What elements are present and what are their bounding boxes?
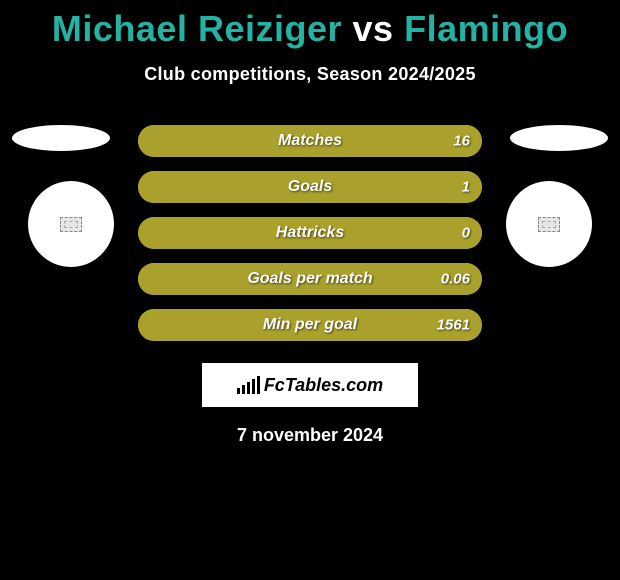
stat-label: Min per goal [263,316,357,334]
stat-label: Matches [278,132,342,150]
player1-flag-icon [60,217,82,232]
date-line: 7 november 2024 [0,425,620,446]
brand-bars-icon [237,376,260,394]
right-ellipse-decoration [510,125,608,151]
comparison-title: Michael Reiziger vs Flamingo [0,0,620,50]
left-ellipse-decoration [12,125,110,151]
stat-row: Hattricks 0 [138,217,482,249]
stat-row: Min per goal 1561 [138,309,482,341]
brand-bar [242,385,245,394]
content-area: Matches 16 Goals 1 Hattricks 0 Goals per match… [0,125,620,446]
player1-avatar-circle [28,181,114,267]
stat-value-right: 1 [462,179,470,196]
stat-row: Matches 16 [138,125,482,157]
stat-value-right: 1561 [437,317,470,334]
brand-text: FcTables.com [237,375,383,396]
player2-flag-icon [538,217,560,232]
stat-row: Goals 1 [138,171,482,203]
stat-value-right: 16 [453,133,470,150]
brand-bar [247,382,250,394]
brand-label: FcTables.com [264,375,383,396]
stat-label: Goals per match [247,270,372,288]
stat-value-right: 0 [462,225,470,242]
stat-value-right: 0.06 [441,271,470,288]
brand-bar [252,379,255,394]
player2-avatar-circle [506,181,592,267]
brand-box: FcTables.com [202,363,418,407]
stat-row: Goals per match 0.06 [138,263,482,295]
stat-label: Goals [288,178,332,196]
brand-bar [237,388,240,394]
subtitle: Club competitions, Season 2024/2025 [0,64,620,85]
vs-separator: vs [353,8,394,49]
player1-name: Michael Reiziger [52,8,342,49]
brand-bar [257,376,260,394]
stat-label: Hattricks [276,224,344,242]
stat-rows-container: Matches 16 Goals 1 Hattricks 0 Goals per match… [138,125,482,341]
player2-name: Flamingo [404,8,568,49]
